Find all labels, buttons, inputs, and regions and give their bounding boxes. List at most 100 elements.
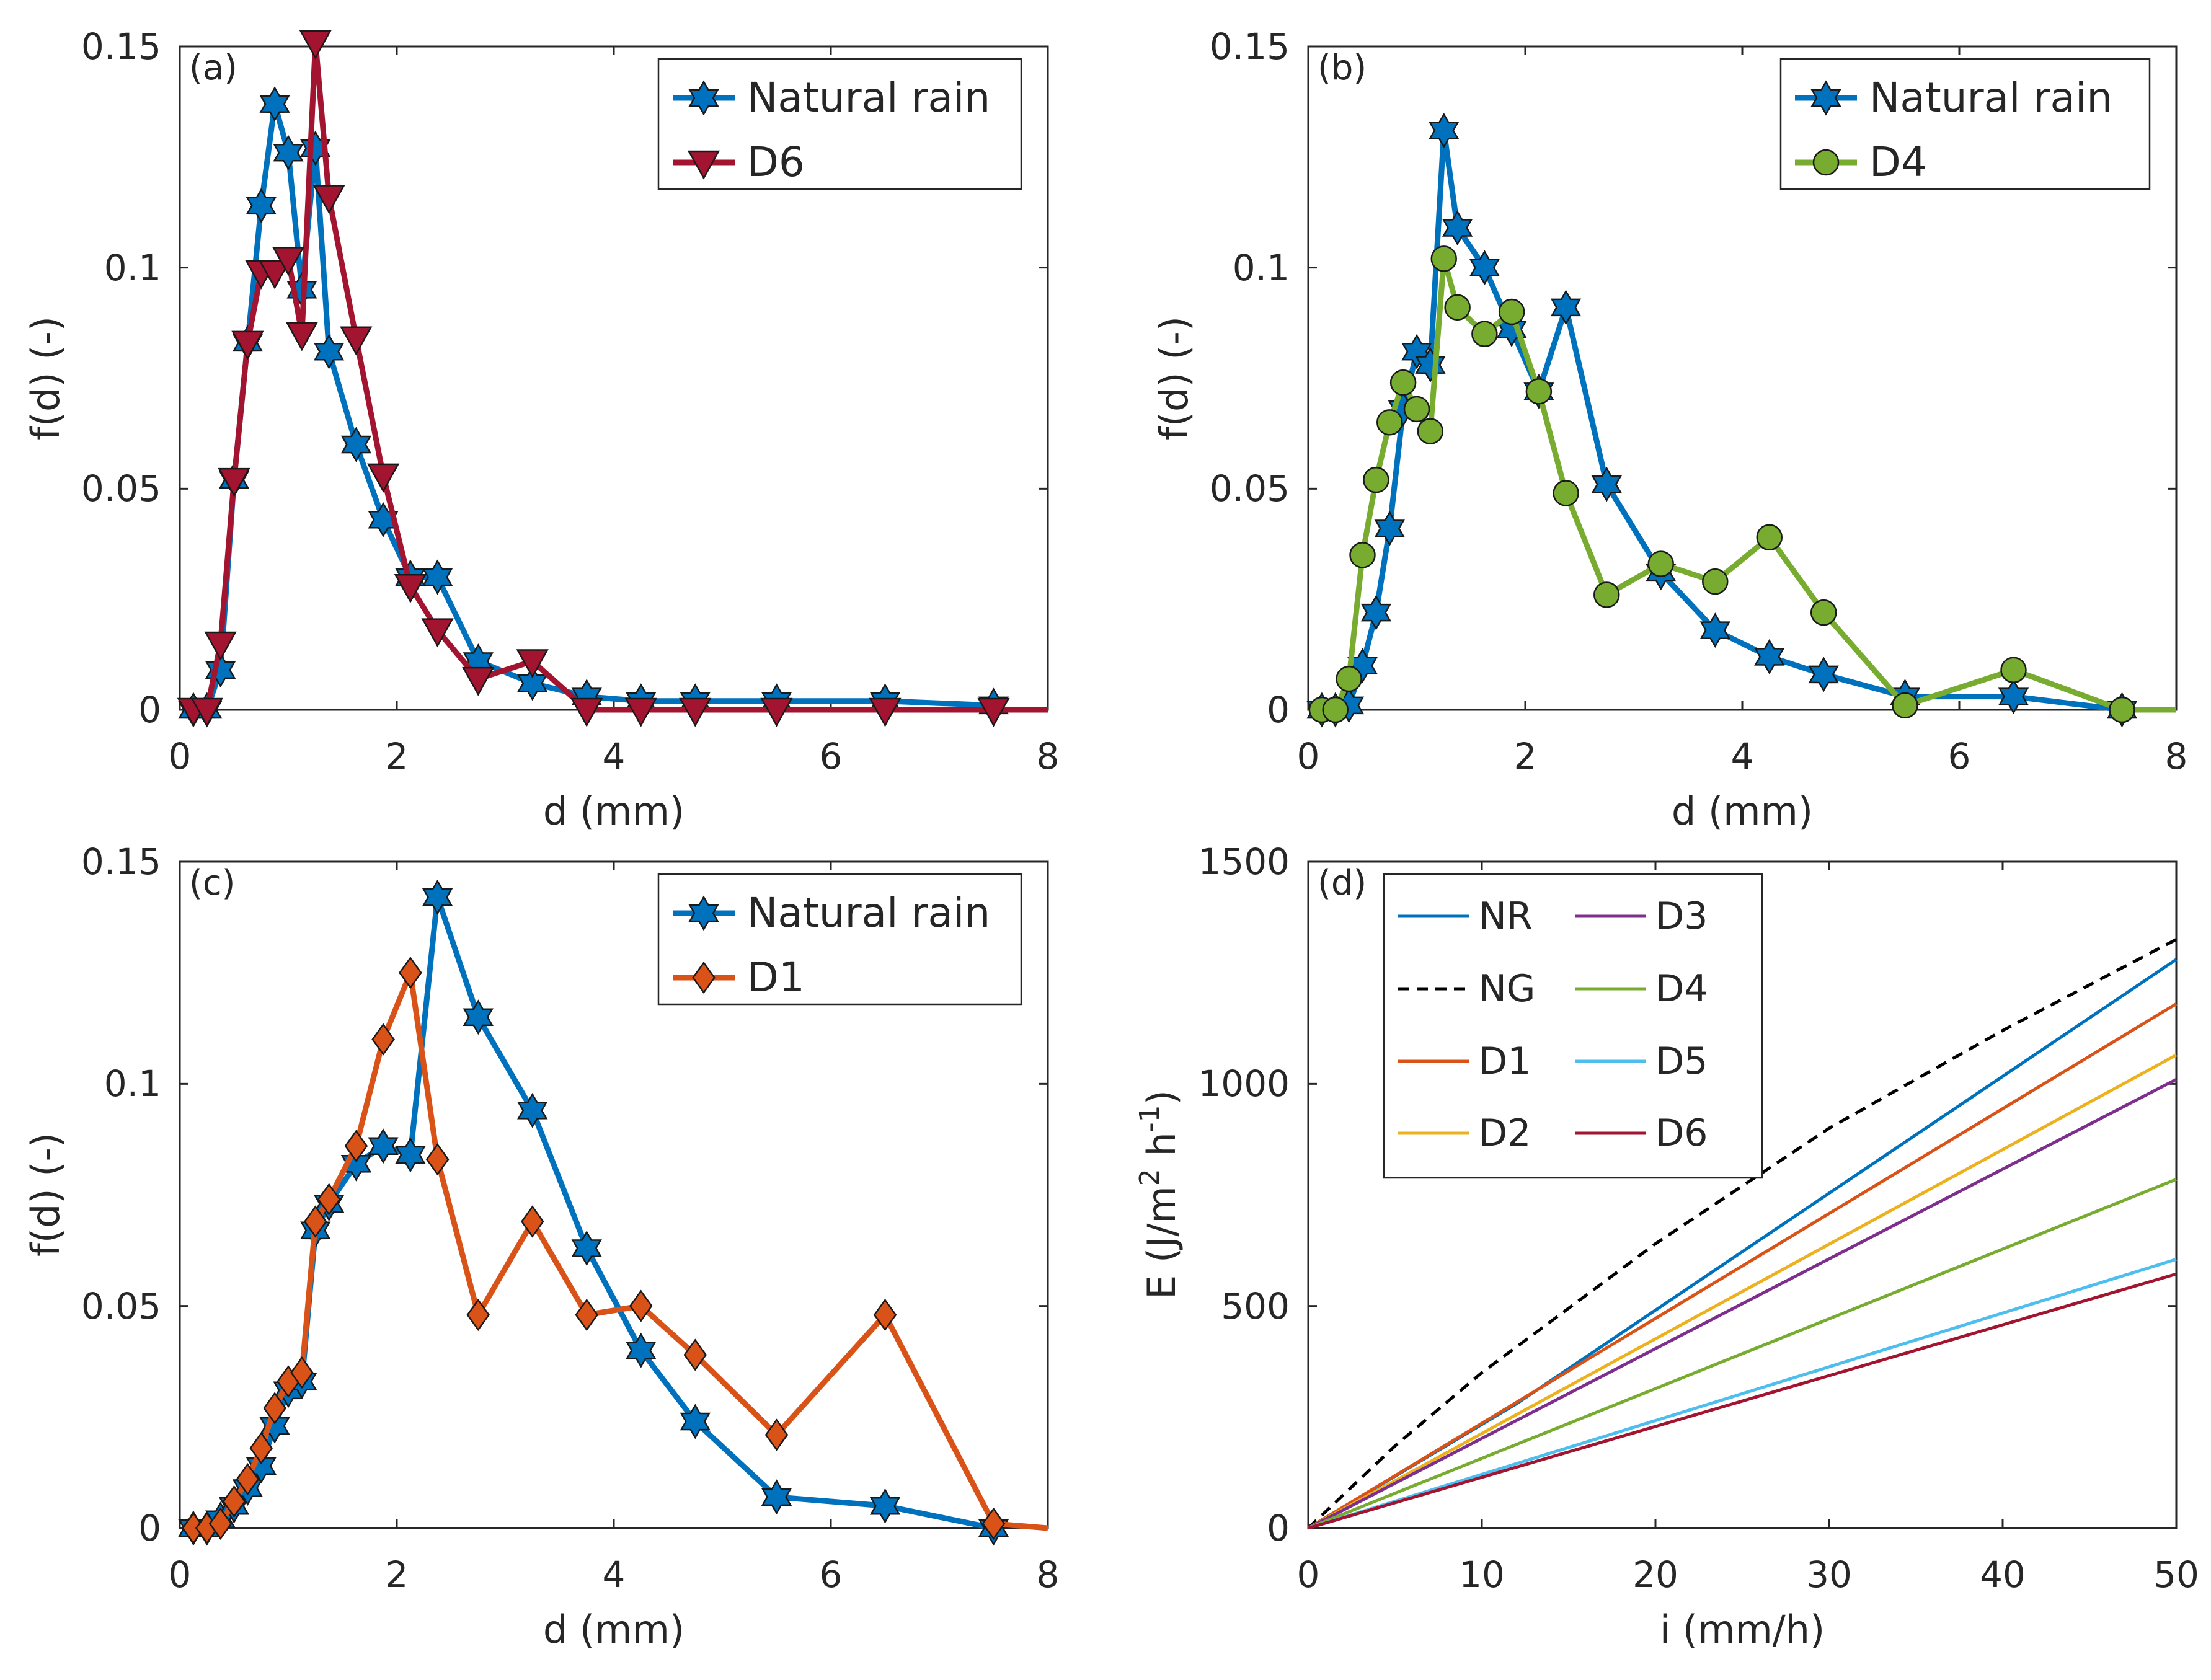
panel-c-legend-marker-d1	[692, 961, 716, 994]
panel-b-label: (b)	[1318, 48, 1367, 88]
point-natural-rain	[869, 1488, 901, 1524]
panel-d-legend-text-nr: NR	[1479, 895, 1533, 938]
point-natural-rain	[517, 1092, 548, 1128]
point-d6	[679, 697, 712, 727]
panel-c-y-ticks: 0 0.05 0.1 0.15	[81, 841, 161, 1549]
series-line-d6	[1308, 1272, 2177, 1530]
point-natural-rain	[463, 999, 494, 1035]
point-d6	[367, 463, 400, 493]
panel-d-legend-text-d1: D1	[1479, 1040, 1531, 1083]
panel-d-legend-text-d6: D6	[1655, 1112, 1708, 1155]
point-natural-rain	[422, 559, 453, 595]
point-natural-rain	[313, 334, 345, 369]
series-line-d6	[193, 39, 1048, 713]
point-d1	[629, 1289, 653, 1322]
panel-c-y-tick-label: 0.05	[81, 1285, 161, 1327]
panel-d-x-tick-label: 40	[1980, 1554, 2026, 1596]
panel-c-x-tick-label: 6	[820, 1554, 843, 1596]
point-d1	[399, 957, 422, 989]
panel-c-y-axis-label: f(d) (-)	[23, 1133, 68, 1257]
panel-a-legend-text-d6: D6	[747, 138, 805, 186]
point-d1	[317, 1183, 341, 1216]
point-d6	[190, 697, 223, 727]
panel-d-legend-text-d4: D4	[1655, 967, 1708, 1010]
panel-b-x-tick-label: 2	[1514, 735, 1537, 777]
panel-d-y-label-end: )	[1139, 1090, 1184, 1105]
point-d6	[312, 185, 345, 214]
panel-d-legend-text-d5: D5	[1655, 1040, 1708, 1083]
panel-b-legend-marker-d4	[1812, 149, 1840, 176]
point-d1	[575, 1298, 599, 1332]
point-natural-rain	[1550, 290, 1582, 325]
panel-d-x-tick-label: 50	[2153, 1554, 2199, 1596]
point-d1	[764, 1418, 789, 1451]
panel-b-legend-text-d4: D4	[1869, 138, 1927, 186]
point-natural-rain	[1808, 657, 1839, 692]
panel-a-x-tick-label: 8	[1037, 735, 1060, 777]
point-d6	[299, 30, 332, 60]
panel-a-legend-text-natural-rain: Natural rain	[747, 74, 990, 122]
point-d4	[1430, 245, 1457, 272]
panel-a-x-tick-label: 0	[169, 735, 192, 777]
point-d6	[259, 260, 291, 290]
series-line-d2	[1307, 1053, 2178, 1530]
panel-d-y-tick-label: 0	[1267, 1507, 1290, 1549]
point-natural-rain	[395, 1137, 426, 1173]
panel-c-label: (c)	[189, 863, 235, 903]
point-d6	[421, 618, 454, 648]
panel-d-y-label-main: E (J/m	[1139, 1186, 1184, 1299]
point-d4	[1336, 665, 1362, 692]
panel-c-y-tick-label: 0.15	[81, 841, 161, 883]
panel-b-y-ticks: 0 0.05 0.1 0.15	[1210, 25, 1290, 731]
point-d1	[263, 1392, 286, 1425]
point-natural-rain	[1469, 250, 1500, 286]
panel-d-x-tick-label: 0	[1297, 1554, 1320, 1596]
panel-d-x-ticks: 0 10 20 30 40 50	[1297, 1554, 2199, 1596]
point-d4	[1756, 524, 1783, 551]
panel-c-y-tick-label: 0.1	[104, 1063, 161, 1105]
panel-a-y-tick-label: 0.1	[104, 247, 161, 289]
point-d6	[231, 330, 264, 360]
panel-a-x-tick-label: 4	[603, 735, 626, 777]
panel-c-x-tick-label: 4	[603, 1554, 626, 1596]
panel-d-y-ticks: 0 500 1000 1500	[1198, 841, 1290, 1549]
point-d6	[204, 631, 237, 661]
panel-d-y-tick-label: 1000	[1198, 1063, 1290, 1105]
point-natural-rain	[368, 1128, 399, 1164]
panel-a: 0 0.05 0.1 0.15 0 2 4 6 8 d (mm) f(d) (-…	[23, 25, 1059, 834]
point-d1	[981, 1507, 1006, 1540]
point-natural-rain	[273, 135, 304, 170]
point-d4	[1417, 418, 1444, 444]
point-natural-rain	[1699, 612, 1730, 648]
series-line-d1	[1307, 1002, 2178, 1530]
panel-d-y-label-sup2: -1	[1134, 1105, 1166, 1132]
point-natural-rain	[1754, 639, 1785, 674]
panel-d-legend-text-ng: NG	[1479, 967, 1535, 1010]
point-natural-rain	[1591, 466, 1622, 502]
point-d1	[683, 1338, 707, 1371]
panel-b-legend-box	[1779, 58, 2151, 190]
point-d4	[2109, 696, 2135, 723]
panel-d-legend-box	[1383, 873, 1763, 1179]
point-natural-rain	[1374, 511, 1405, 546]
series-line-d3	[1307, 1077, 2178, 1530]
point-d6	[760, 697, 793, 727]
panel-b-y-tick-label: 0.05	[1210, 467, 1290, 510]
legend-marker-natural-rain	[688, 895, 719, 931]
panel-c: 0 0.05 0.1 0.15 0 2 4 6 8 d (mm) f(d) (-…	[23, 841, 1059, 1652]
point-d1	[425, 1143, 450, 1176]
point-d6	[624, 697, 657, 727]
point-d4	[1322, 696, 1349, 723]
panel-c-x-axis-label: d (mm)	[543, 1607, 685, 1652]
point-d4	[1471, 321, 1498, 347]
panel-a-x-tick-label: 6	[820, 735, 843, 777]
panel-b-legend-marker-natural-rain	[1810, 80, 1841, 116]
point-d6	[340, 326, 373, 356]
point-d6	[462, 666, 495, 696]
panel-c-legend-box	[657, 873, 1022, 1006]
panel-c-legend-marker-natural-rain	[688, 895, 719, 931]
panel-b-legend: Natural rain D4	[1779, 58, 2151, 190]
panel-b-x-axis-label: d (mm)	[1672, 789, 1813, 834]
point-d4	[1498, 298, 1525, 325]
series-line-d5	[1308, 1258, 2177, 1530]
